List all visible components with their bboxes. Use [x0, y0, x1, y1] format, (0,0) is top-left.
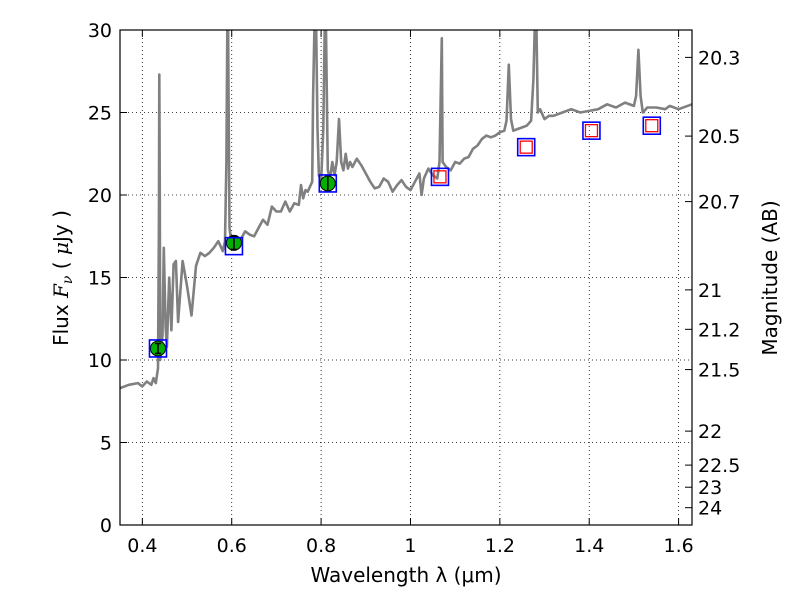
x-tick-label: 1	[404, 535, 416, 557]
y-tick-label: 20	[88, 185, 112, 207]
model-photometry-point	[318, 174, 338, 193]
upper-limit-point	[519, 140, 533, 154]
plot-area	[120, 30, 692, 390]
plot-frame	[119, 29, 693, 526]
model-photometry-point	[430, 167, 450, 187]
right-tick-label: 20.5	[698, 126, 740, 148]
model-photometry-point	[148, 339, 168, 358]
model-spectrum-line	[120, 30, 692, 390]
x-axis-title: Wavelength λ (μm)	[310, 563, 501, 587]
upper-limit-point	[584, 124, 599, 138]
x-tick-label: 1.4	[574, 535, 604, 557]
y-tick-label: 25	[88, 103, 112, 125]
upper-limit-point	[645, 119, 659, 133]
y-tick-label: 15	[88, 268, 112, 290]
y-tick-label: 10	[88, 350, 112, 372]
model-photometry-point	[642, 116, 662, 135]
y-axis-ticks: 0 5 10 15 20 25 30	[88, 20, 127, 537]
y-tick-label: 0	[100, 515, 112, 537]
model-photometry-point	[516, 137, 536, 157]
right-tick-label: 21	[698, 280, 722, 302]
model-photometry-point	[582, 121, 601, 140]
right-tick-label: 22	[698, 421, 722, 443]
right-tick-label: 24	[698, 498, 722, 520]
right-axis-title: Magnitude (AB)	[758, 200, 782, 355]
model-photometry-point	[224, 236, 244, 256]
right-tick-label: 21.2	[698, 319, 740, 341]
x-tick-label: 0.8	[306, 535, 336, 557]
y-tick-label: 5	[100, 433, 112, 455]
x-tick-label: 0.4	[127, 535, 157, 557]
x-tick-label: 1.2	[485, 535, 515, 557]
right-tick-label: 20.7	[698, 192, 740, 214]
x-tick-label: 0.6	[217, 535, 247, 557]
x-axis-ticks: 0.4 0.6 0.8 1 1.2 1.4 1.6	[127, 30, 694, 557]
y-tick-label: 30	[88, 20, 112, 42]
y-axis-title: Flux Fν ( μJy )	[49, 210, 76, 346]
right-tick-label: 20.3	[698, 47, 740, 69]
right-tick-label: 21.5	[698, 360, 740, 382]
right-tick-label: 22.5	[698, 455, 740, 477]
right-tick-label: 23	[698, 477, 722, 499]
upper-limit-point	[433, 170, 447, 184]
x-tick-label: 1.6	[663, 535, 693, 557]
